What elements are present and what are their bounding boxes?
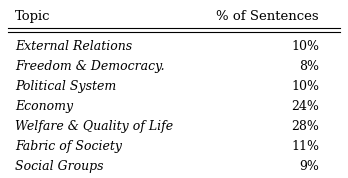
Text: 24%: 24% xyxy=(291,100,319,113)
Text: External Relations: External Relations xyxy=(15,40,132,53)
Text: 10%: 10% xyxy=(291,40,319,53)
Text: Social Groups: Social Groups xyxy=(15,160,104,173)
Text: Fabric of Society: Fabric of Society xyxy=(15,140,122,153)
Text: Political System: Political System xyxy=(15,80,117,93)
Text: Freedom & Democracy.: Freedom & Democracy. xyxy=(15,60,165,73)
Text: 28%: 28% xyxy=(291,120,319,133)
Text: 8%: 8% xyxy=(299,60,319,73)
Text: 10%: 10% xyxy=(291,80,319,93)
Text: 11%: 11% xyxy=(291,140,319,153)
Text: 9%: 9% xyxy=(299,160,319,173)
Text: Welfare & Quality of Life: Welfare & Quality of Life xyxy=(15,120,173,133)
Text: Topic: Topic xyxy=(15,10,51,23)
Text: % of Sentences: % of Sentences xyxy=(216,10,319,23)
Text: Economy: Economy xyxy=(15,100,73,113)
